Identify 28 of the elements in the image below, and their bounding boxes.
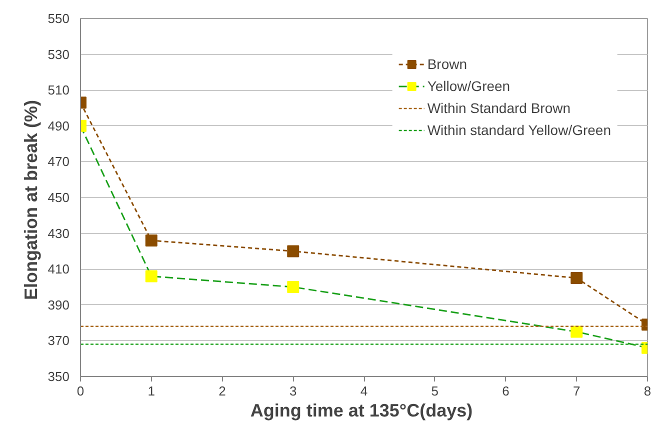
y-tick-label: 410: [48, 262, 70, 277]
legend-label: Within standard Yellow/Green: [427, 122, 611, 138]
y-tick-label: 350: [48, 369, 70, 384]
legend-label: Within Standard Brown: [427, 100, 571, 116]
x-tick-label: 7: [573, 384, 580, 398]
y-tick-label: 390: [48, 297, 70, 312]
y-tick-label: 550: [48, 11, 70, 26]
y-tick-label: 450: [48, 190, 70, 205]
y-tick-label: 490: [48, 118, 70, 134]
x-tick-label: 0: [76, 384, 84, 398]
x-tick-label: 6: [502, 384, 510, 398]
y-tick-label: 510: [48, 82, 70, 98]
y-axis-title: Elongation at break (%): [20, 100, 41, 300]
point: [287, 245, 300, 258]
x-tick-label: 2: [218, 384, 226, 398]
x-tick-label: 8: [644, 384, 651, 398]
x-axis-title: Aging time at 135°C(days): [250, 400, 473, 420]
x-tick-label: 3: [290, 384, 297, 398]
x-tick-label: 4: [360, 384, 368, 398]
x-tick-label: 1: [148, 384, 155, 398]
point: [287, 281, 300, 293]
y-tick-label: 470: [48, 154, 70, 170]
y-tick-label: 370: [48, 333, 70, 348]
legend-label: Brown: [427, 56, 468, 72]
legend-label: Yellow/Green: [427, 78, 510, 94]
y-tick-label: 430: [48, 226, 70, 241]
y-tick-label: 530: [48, 46, 70, 62]
x-tick-label: 5: [431, 384, 438, 398]
